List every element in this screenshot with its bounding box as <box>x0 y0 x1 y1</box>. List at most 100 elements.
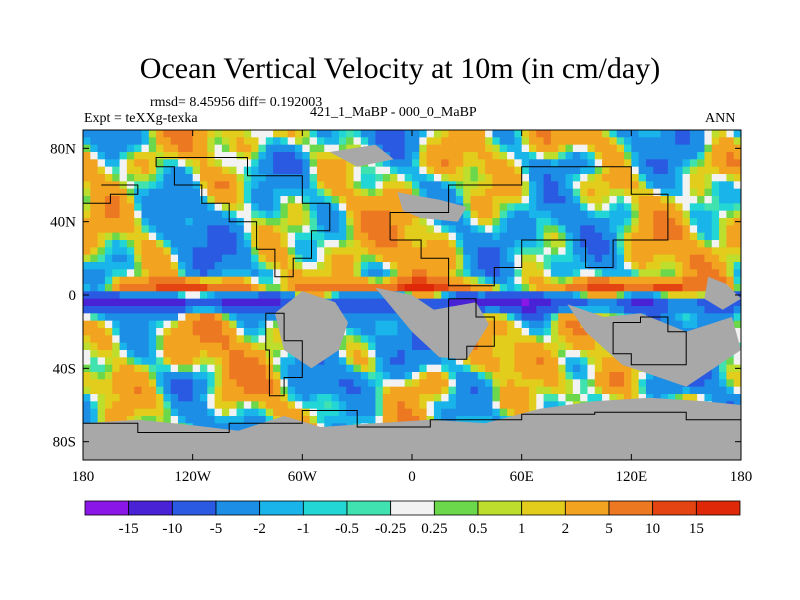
field-cell <box>221 306 230 314</box>
field-cell <box>726 137 735 146</box>
field-cell <box>470 196 479 204</box>
field-cell <box>660 196 669 204</box>
field-cell <box>112 394 121 402</box>
field-cell <box>265 174 274 182</box>
field-cell <box>324 166 333 175</box>
field-cell <box>119 313 128 322</box>
field-cell <box>390 210 398 219</box>
field-cell <box>514 174 523 182</box>
field-cell <box>441 166 450 175</box>
field-cell <box>616 306 625 314</box>
field-cell <box>441 137 450 146</box>
field-cell <box>287 144 296 153</box>
field-cell <box>163 269 172 278</box>
field-cell <box>477 240 486 248</box>
field-cell <box>521 203 530 212</box>
field-cell <box>448 188 457 197</box>
field-cell <box>550 379 559 388</box>
field-cell <box>90 152 99 160</box>
field-cell <box>185 240 194 248</box>
field-cell <box>507 298 515 307</box>
field-cell <box>419 137 428 146</box>
field-cell <box>689 166 698 175</box>
field-cell <box>243 181 252 190</box>
field-cell <box>572 159 581 168</box>
field-cell <box>148 313 157 322</box>
field-cell <box>631 159 640 168</box>
field-cell <box>148 254 157 263</box>
field-cell <box>199 328 208 336</box>
field-cell <box>126 291 135 300</box>
field-cell <box>112 291 121 300</box>
field-cell <box>543 247 552 256</box>
field-cell <box>251 166 260 175</box>
field-cell <box>83 247 91 256</box>
field-cell <box>287 276 296 285</box>
field-cell <box>572 181 581 190</box>
field-cell <box>368 357 377 366</box>
field-cell <box>309 152 318 160</box>
field-cell <box>441 159 450 168</box>
field-cell <box>258 276 267 285</box>
field-cell <box>207 276 216 285</box>
field-cell <box>163 313 172 322</box>
field-cell <box>236 144 245 153</box>
field-cell <box>470 210 479 219</box>
field-cell <box>507 130 515 138</box>
field-cell <box>667 196 676 204</box>
field-cell <box>645 174 654 182</box>
field-cell <box>178 166 186 175</box>
field-cell <box>536 350 545 358</box>
field-cell <box>536 247 545 256</box>
field-cell <box>594 210 603 219</box>
field-cell <box>726 232 735 241</box>
field-cell <box>273 269 281 278</box>
field-cell <box>660 284 669 292</box>
field-cell <box>514 320 523 329</box>
field-cell <box>594 394 603 402</box>
field-cell <box>485 137 494 146</box>
field-cell <box>221 372 230 380</box>
field-cell <box>375 350 384 358</box>
field-cell <box>550 196 559 204</box>
field-cell <box>660 130 669 138</box>
field-cell <box>653 159 662 168</box>
field-cell <box>499 152 508 160</box>
field-cell <box>346 174 355 182</box>
field-cell <box>697 188 706 197</box>
field-cell <box>141 284 150 292</box>
field-cell <box>624 291 632 300</box>
field-cell <box>433 394 442 402</box>
field-cell <box>207 386 216 395</box>
field-cell <box>178 203 186 212</box>
field-cell <box>426 386 435 395</box>
field-cell <box>280 144 289 153</box>
field-cell <box>419 364 428 373</box>
field-cell <box>390 328 398 336</box>
field-cell <box>441 247 450 256</box>
field-cell <box>726 166 735 175</box>
field-cell <box>558 240 567 248</box>
experiment-label: Expt = teXXg-texka <box>84 111 198 126</box>
field-cell <box>112 166 121 175</box>
field-cell <box>587 137 596 146</box>
field-cell <box>353 254 362 263</box>
field-cell <box>689 320 698 329</box>
field-cell <box>543 298 552 307</box>
field-cell <box>477 269 486 278</box>
field-cell <box>412 254 420 263</box>
field-cell <box>126 225 135 234</box>
field-cell <box>83 225 91 234</box>
field-cell <box>572 291 581 300</box>
field-cell <box>163 152 172 160</box>
field-cell <box>382 196 391 204</box>
field-cell <box>83 196 91 204</box>
field-cell <box>463 210 472 219</box>
field-cell <box>273 372 281 380</box>
field-cell <box>485 335 494 344</box>
field-cell <box>704 394 713 402</box>
field-cell <box>90 174 99 182</box>
field-cell <box>163 276 172 285</box>
field-cell <box>609 159 618 168</box>
field-cell <box>528 166 537 175</box>
